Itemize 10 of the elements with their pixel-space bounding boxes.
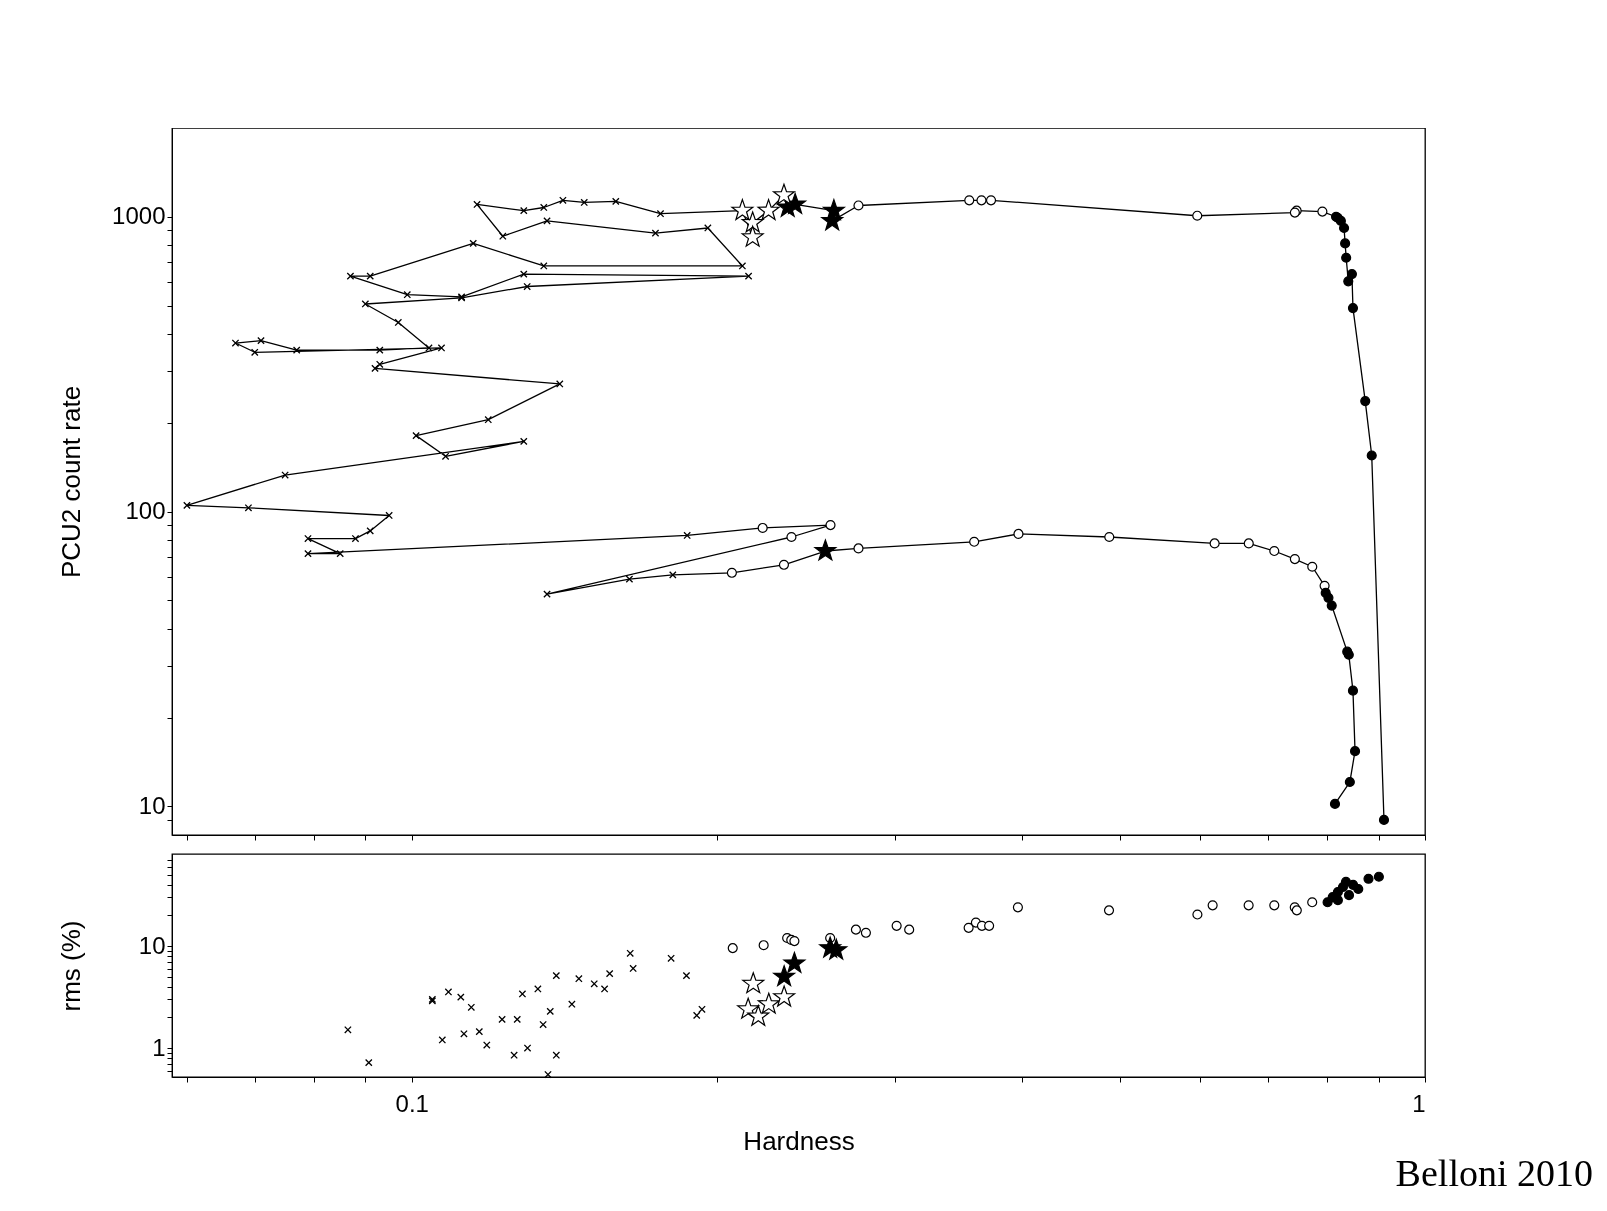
y-tick-label: 10 [138, 931, 166, 959]
y-tick-label: 1 [152, 1033, 166, 1061]
y-axis-title: PCU2 count rate [55, 385, 86, 579]
x-axis-title: Hardness [743, 1125, 855, 1156]
y-tick-label: 100 [125, 497, 166, 525]
y-axis-title: rms (%) [55, 920, 86, 1012]
x-tick-label: 0.1 [395, 1089, 429, 1117]
y-tick-label: 10 [138, 791, 166, 819]
y-tick-label: 1000 [112, 202, 166, 230]
text: Belloni 2010 [1395, 1151, 1593, 1195]
